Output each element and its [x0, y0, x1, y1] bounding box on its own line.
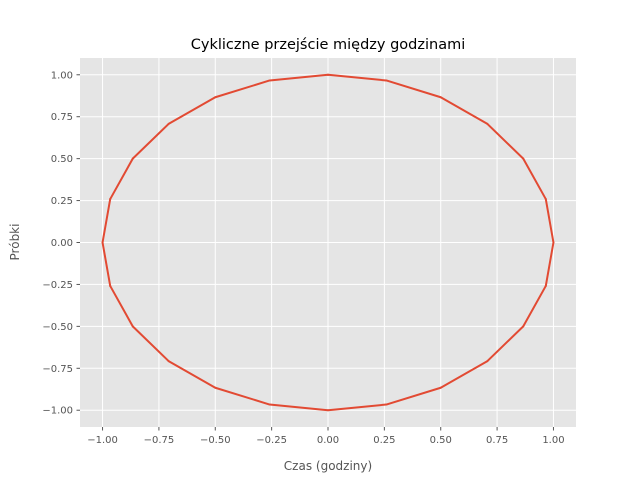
x-axis: −1.00 −0.75 −0.50 −0.25 0.00 0.25 0.50 0.75 1.00 — [87, 427, 565, 446]
series-layer — [101, 73, 555, 412]
data-point — [552, 241, 555, 244]
x-tick-label: 0.50 — [430, 435, 452, 446]
data-point — [522, 325, 525, 328]
y-tick-label: −0.50 — [42, 322, 73, 333]
data-point — [109, 198, 112, 201]
y-tick-label: 0.75 — [51, 112, 73, 123]
y-tick-label: 0.50 — [51, 154, 73, 165]
y-tick-label: −0.25 — [42, 280, 73, 291]
x-tick-label: 1.00 — [542, 435, 564, 446]
x-tick-label: −0.75 — [144, 435, 175, 446]
data-point — [214, 96, 217, 99]
data-point — [327, 73, 329, 76]
data-point — [439, 96, 442, 99]
data-point — [486, 360, 489, 363]
x-tick-label: 0.25 — [373, 435, 395, 446]
data-point — [439, 386, 442, 389]
data-point — [268, 79, 271, 82]
y-tick-label: 0.25 — [51, 196, 73, 207]
data-point — [131, 325, 134, 328]
data-point — [544, 284, 547, 287]
x-tick-label: 0.00 — [317, 435, 339, 446]
y-tick-label: 1.00 — [51, 70, 73, 81]
data-point — [544, 198, 547, 201]
y-tick-label: 0.00 — [51, 238, 73, 249]
data-point — [167, 360, 170, 363]
data-point — [385, 79, 388, 82]
data-point — [268, 403, 271, 406]
data-point — [385, 403, 388, 406]
data-point — [109, 284, 112, 287]
y-axis-label: Próbki — [8, 224, 22, 261]
y-tick-label: −0.75 — [42, 364, 73, 375]
data-point — [131, 157, 134, 160]
x-axis-label: Czas (godziny) — [284, 459, 372, 473]
data-point — [101, 241, 104, 244]
x-tick-label: −0.25 — [256, 435, 287, 446]
data-point — [522, 157, 525, 160]
data-point — [327, 409, 329, 412]
y-tick-label: −1.00 — [42, 406, 73, 417]
data-point — [486, 122, 489, 125]
x-tick-label: −0.50 — [200, 435, 231, 446]
x-tick-label: 0.75 — [486, 435, 508, 446]
chart-title: Cykliczne przejście między godzinami — [191, 37, 466, 53]
data-point — [214, 386, 217, 389]
data-point — [167, 122, 170, 125]
y-axis: −1.00 −0.75 −0.50 −0.25 0.00 0.25 0.50 0.75 1.00 — [42, 70, 80, 417]
x-tick-label: −1.00 — [87, 435, 118, 446]
